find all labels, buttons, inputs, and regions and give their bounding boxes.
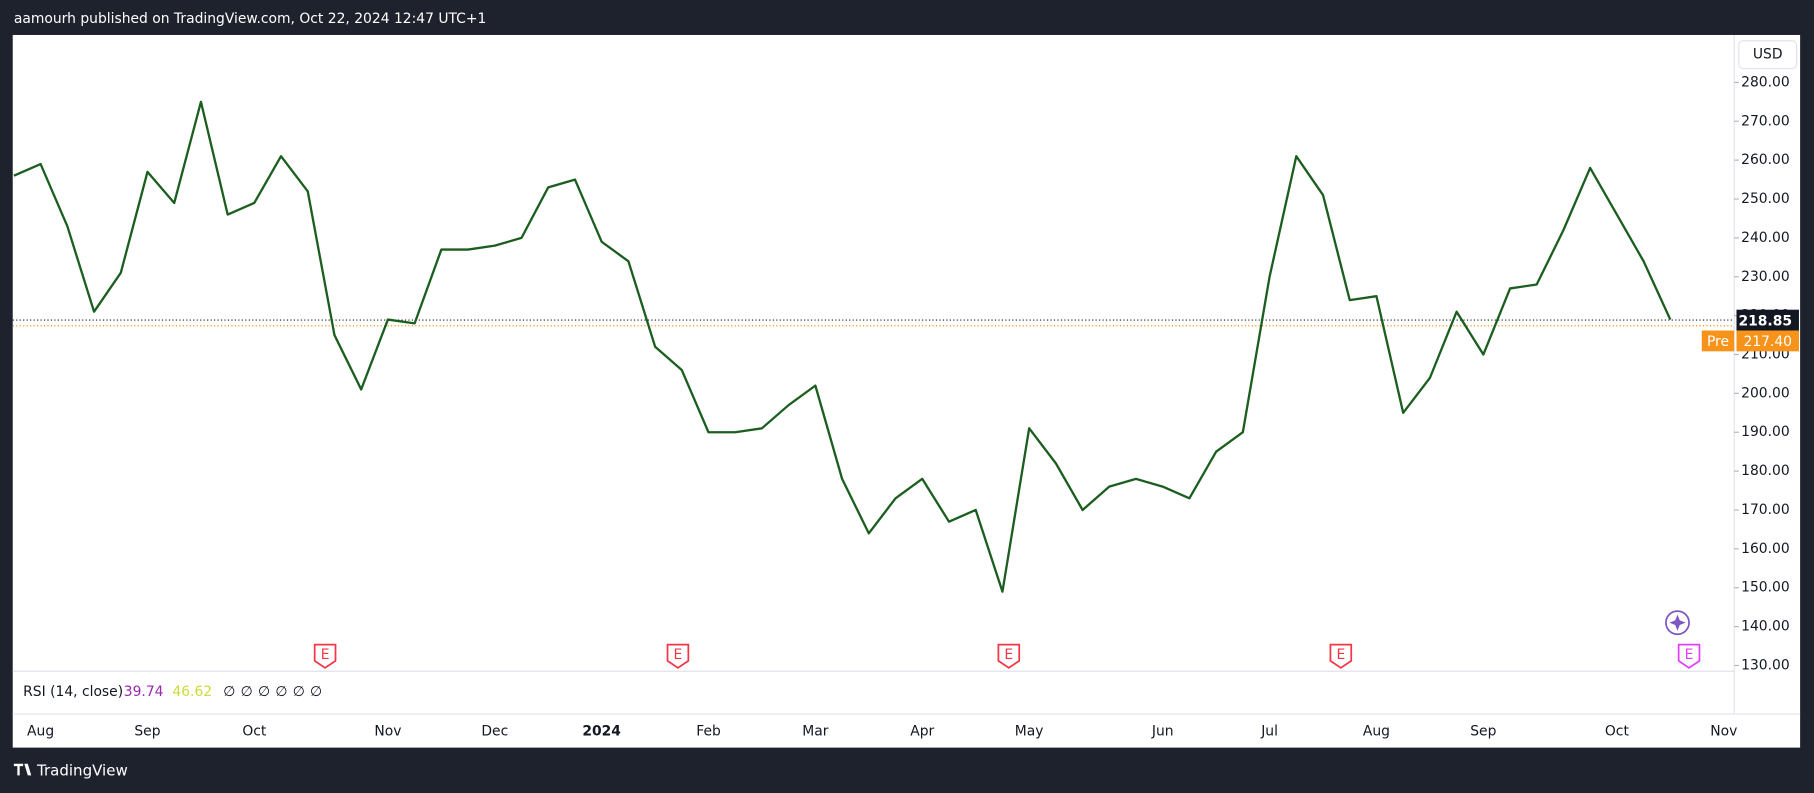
ai-icon-star	[1669, 614, 1686, 631]
x-tick-label: 2024	[582, 723, 621, 739]
premarket-tag: Pre	[1707, 334, 1729, 350]
last-price-box	[1736, 309, 1799, 331]
x-tick-label: Oct	[242, 723, 267, 739]
currency: USD	[1753, 47, 1783, 63]
earnings-marker[interactable]	[313, 643, 337, 669]
indicator-placeholder: ∅	[223, 684, 235, 700]
x-tick-label: Apr	[910, 723, 934, 739]
x-tick-label: Nov	[374, 723, 401, 739]
earnings-marker[interactable]	[666, 643, 690, 669]
indicator-label: RSI (14, close)	[23, 684, 123, 700]
y-tick-label: 270.00	[1741, 113, 1790, 129]
x-tick-label: Feb	[696, 723, 721, 739]
indicator-placeholder: ∅	[241, 684, 253, 700]
y-tick-label: 280.00	[1741, 74, 1790, 90]
x-tick-label: Jul	[1260, 723, 1278, 739]
indicator-placeholder: ∅	[275, 684, 287, 700]
x-tick-label: Dec	[481, 723, 508, 739]
currency-box[interactable]	[1738, 40, 1798, 70]
y-tick-label: 200.00	[1741, 385, 1790, 401]
y-tick-label: 160.00	[1741, 541, 1790, 557]
indicator-placeholder: ∅	[293, 684, 305, 700]
indicator-value: 46.62	[172, 684, 212, 700]
indicator-placeholder: ∅	[310, 684, 322, 700]
y-tick-label: 150.00	[1741, 580, 1790, 596]
y-tick-label: 170.00	[1741, 502, 1790, 518]
earnings-label: E	[321, 647, 330, 663]
x-tick-label: Sep	[1470, 723, 1496, 739]
premarket-price-box	[1736, 330, 1799, 352]
earnings-label: E	[1004, 647, 1013, 663]
x-tick-label: Jun	[1151, 723, 1174, 739]
price-line	[13, 100, 1672, 593]
y-tick-label: 250.00	[1741, 191, 1790, 207]
indicator-placeholder: ∅	[258, 684, 270, 700]
earnings-label: E	[1685, 647, 1694, 663]
y-tick-label: 230.00	[1741, 269, 1790, 285]
chart-area	[12, 34, 1801, 748]
y-tick-label: 130.00	[1741, 657, 1790, 673]
earnings-marker[interactable]	[1329, 643, 1353, 669]
x-tick-label: Mar	[802, 723, 828, 739]
indicator-value: 39.74	[124, 684, 164, 700]
y-tick-label: 180.00	[1741, 463, 1790, 479]
x-tick-label: Aug	[27, 723, 54, 739]
earnings-marker[interactable]	[997, 643, 1021, 669]
earnings-label: E	[674, 647, 683, 663]
x-tick-label: Sep	[134, 723, 160, 739]
x-tick-label: May	[1015, 723, 1044, 739]
x-tick-label: Oct	[1605, 723, 1630, 739]
x-tick-label: Nov	[1710, 723, 1737, 739]
y-tick-label: 260.00	[1741, 152, 1790, 168]
premarket-tag-box	[1701, 330, 1735, 352]
last-price-label: 218.85	[1738, 313, 1792, 329]
brand: TradingView	[36, 761, 128, 779]
y-tick-label: 140.00	[1741, 619, 1790, 635]
earnings-marker[interactable]	[1677, 643, 1701, 669]
earnings-label: E	[1336, 647, 1345, 663]
y-tick-label: 190.00	[1741, 424, 1790, 440]
premarket-price-label: 217.40	[1743, 334, 1792, 350]
x-tick-label: Aug	[1363, 723, 1390, 739]
brand-logo	[13, 763, 32, 776]
header: aamourh published on TradingView.com, Oc…	[14, 11, 486, 27]
y-tick-label: 240.00	[1741, 230, 1790, 246]
